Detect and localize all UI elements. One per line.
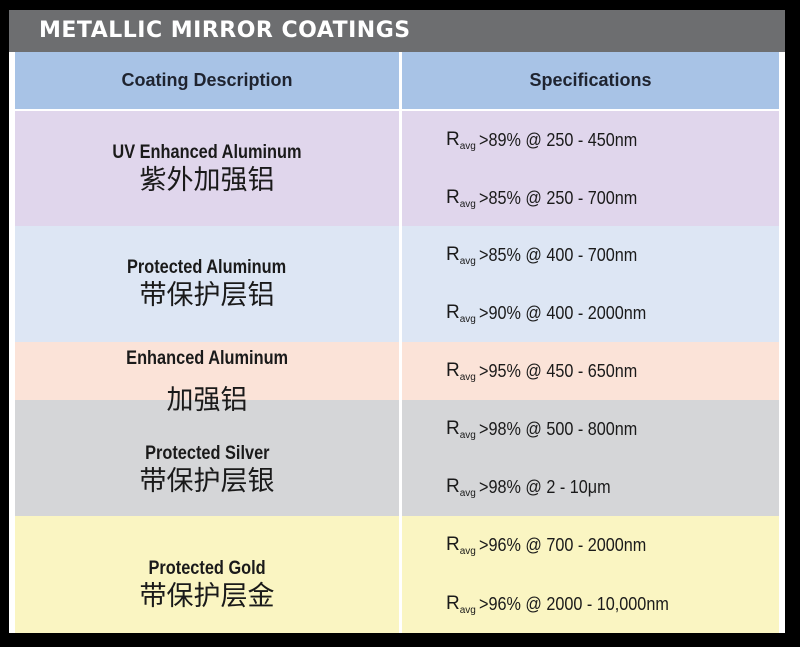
- desc-protected-aluminum: Protected Aluminum 带保护层铝: [15, 226, 399, 342]
- spec-value: >96% @ 2000 - 10,000nm: [478, 593, 669, 614]
- desc-enhanced-aluminum: Enhanced Aluminum 加强铝: [15, 342, 399, 416]
- spec-value: >95% @ 450 - 650nm: [478, 361, 638, 381]
- coating-name-zh: 带保护层银: [139, 466, 275, 497]
- table-title: METALLIC MIRROR COATINGS: [9, 10, 785, 52]
- spec-value: >85% @ 400 - 700nm: [478, 245, 638, 265]
- coating-name-zh: 加强铝: [166, 385, 248, 416]
- spec-value: >90% @ 400 - 2000nm: [478, 303, 647, 323]
- desc-protected-gold: Protected Gold 带保护层金: [15, 516, 399, 633]
- coating-name-zh: 带保护层铝: [139, 280, 275, 311]
- spec-value: >85% @ 250 - 700nm: [478, 187, 638, 208]
- coating-name-en: Enhanced Aluminum: [126, 348, 288, 369]
- coating-name-en: Protected Silver: [144, 443, 270, 464]
- header-specifications: Specifications: [402, 52, 779, 109]
- desc-protected-silver: Protected Silver 带保护层银: [15, 400, 399, 516]
- coating-name-zh: 带保护层金: [139, 580, 275, 612]
- spec-value: >96% @ 700 - 2000nm: [478, 535, 647, 555]
- spec-value: >98% @ 2 - 10μm: [478, 477, 611, 497]
- coatings-table: METALLIC MIRROR COATINGS Coating Descrip…: [9, 10, 785, 633]
- header-coating-description: Coating Description: [15, 52, 399, 109]
- column-divider: [399, 52, 402, 633]
- coating-name-zh: 紫外加强铝: [139, 164, 275, 196]
- desc-uv-enhanced-aluminum: UV Enhanced Aluminum 紫外加强铝: [15, 111, 399, 226]
- coating-name-en: Protected Gold: [148, 557, 266, 579]
- coating-name-en: UV Enhanced Aluminum: [112, 141, 302, 163]
- coating-name-en: Protected Aluminum: [127, 257, 287, 278]
- spec-value: >89% @ 250 - 450nm: [478, 130, 638, 150]
- spec-value: >98% @ 500 - 800nm: [478, 419, 638, 439]
